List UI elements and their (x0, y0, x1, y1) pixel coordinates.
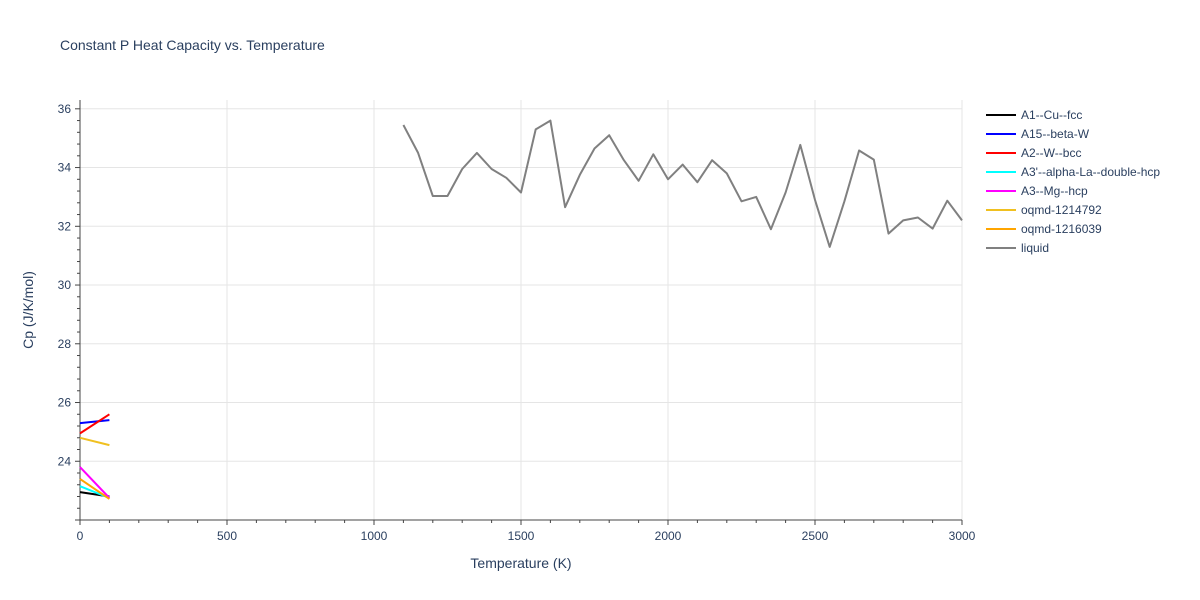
x-tick-label: 500 (217, 529, 237, 543)
legend-label: A15--beta-W (1021, 127, 1090, 141)
series-line-oqmd-1214792[interactable] (79, 436, 110, 447)
y-tick-label: 24 (58, 454, 72, 468)
y-tick-label: 28 (58, 337, 72, 351)
series-line-liquid[interactable] (402, 119, 963, 248)
legend-label: A3'--alpha-La--double-hcp (1021, 165, 1160, 179)
legend-item[interactable]: A3'--alpha-La--double-hcp (986, 165, 1160, 179)
y-axis-title: Cp (J/K/mol) (20, 271, 36, 349)
grid (80, 100, 963, 520)
x-tick-label: 3000 (949, 529, 976, 543)
legend-item[interactable]: A15--beta-W (986, 127, 1090, 141)
legend-item[interactable]: A1--Cu--fcc (986, 108, 1082, 122)
series-line-a2-w-bcc[interactable] (79, 413, 110, 435)
y-tick-label: 26 (58, 396, 72, 410)
legend-label: A1--Cu--fcc (1021, 108, 1082, 122)
tick-labels: 0 500 1000 1500 2000 2500 3000 24 26 28 30 32 34 36 (58, 102, 976, 543)
legend-item[interactable]: A2--W--bcc (986, 146, 1081, 160)
y-tick-label: 36 (58, 102, 72, 116)
legend-item[interactable]: oqmd-1216039 (986, 222, 1102, 236)
series-layer (79, 119, 963, 500)
series-line-a3-mg-hcp[interactable] (79, 466, 111, 499)
legend-item[interactable]: oqmd-1214792 (986, 203, 1102, 217)
x-tick-label: 0 (77, 529, 84, 543)
legend-label: A2--W--bcc (1021, 146, 1081, 160)
series-line-a15-beta-w[interactable] (79, 419, 110, 425)
y-tick-label: 30 (58, 278, 72, 292)
x-tick-label: 2000 (655, 529, 682, 543)
x-tick-label: 1000 (361, 529, 388, 543)
x-axis-title: Temperature (K) (470, 555, 571, 571)
axes (75, 100, 963, 525)
legend-label: liquid (1021, 241, 1049, 255)
legend[interactable]: A1--Cu--fcc A15--beta-W A2--W--bcc A3'--alp… (986, 108, 1160, 255)
legend-item[interactable]: liquid (986, 241, 1049, 255)
x-tick-label: 2500 (802, 529, 829, 543)
y-tick-label: 34 (58, 161, 72, 175)
x-tick-label: 1500 (508, 529, 535, 543)
legend-item[interactable]: A3--Mg--hcp (986, 184, 1088, 198)
legend-label: oqmd-1214792 (1021, 203, 1102, 217)
y-tick-label: 32 (58, 219, 72, 233)
series-line-oqmd-1216039[interactable] (79, 478, 110, 500)
legend-label: oqmd-1216039 (1021, 222, 1102, 236)
legend-label: A3--Mg--hcp (1021, 184, 1088, 198)
chart-title: Constant P Heat Capacity vs. Temperature (60, 37, 325, 53)
